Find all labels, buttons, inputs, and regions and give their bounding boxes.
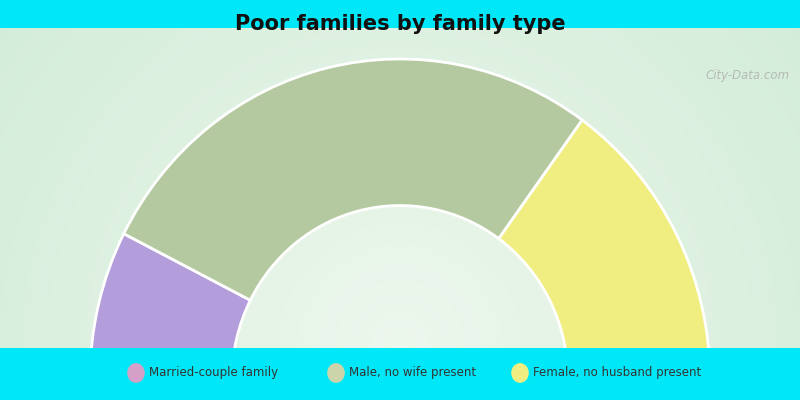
Text: Poor families by family type: Poor families by family type	[234, 14, 566, 34]
Wedge shape	[124, 59, 582, 300]
Text: City-Data.com: City-Data.com	[706, 69, 790, 82]
Text: Married-couple family: Married-couple family	[149, 366, 278, 380]
Wedge shape	[498, 120, 710, 379]
Ellipse shape	[327, 363, 345, 383]
Text: Female, no husband present: Female, no husband present	[533, 366, 701, 380]
Ellipse shape	[127, 363, 145, 383]
Text: Male, no wife present: Male, no wife present	[349, 366, 476, 380]
Ellipse shape	[511, 363, 529, 383]
Wedge shape	[90, 234, 250, 379]
